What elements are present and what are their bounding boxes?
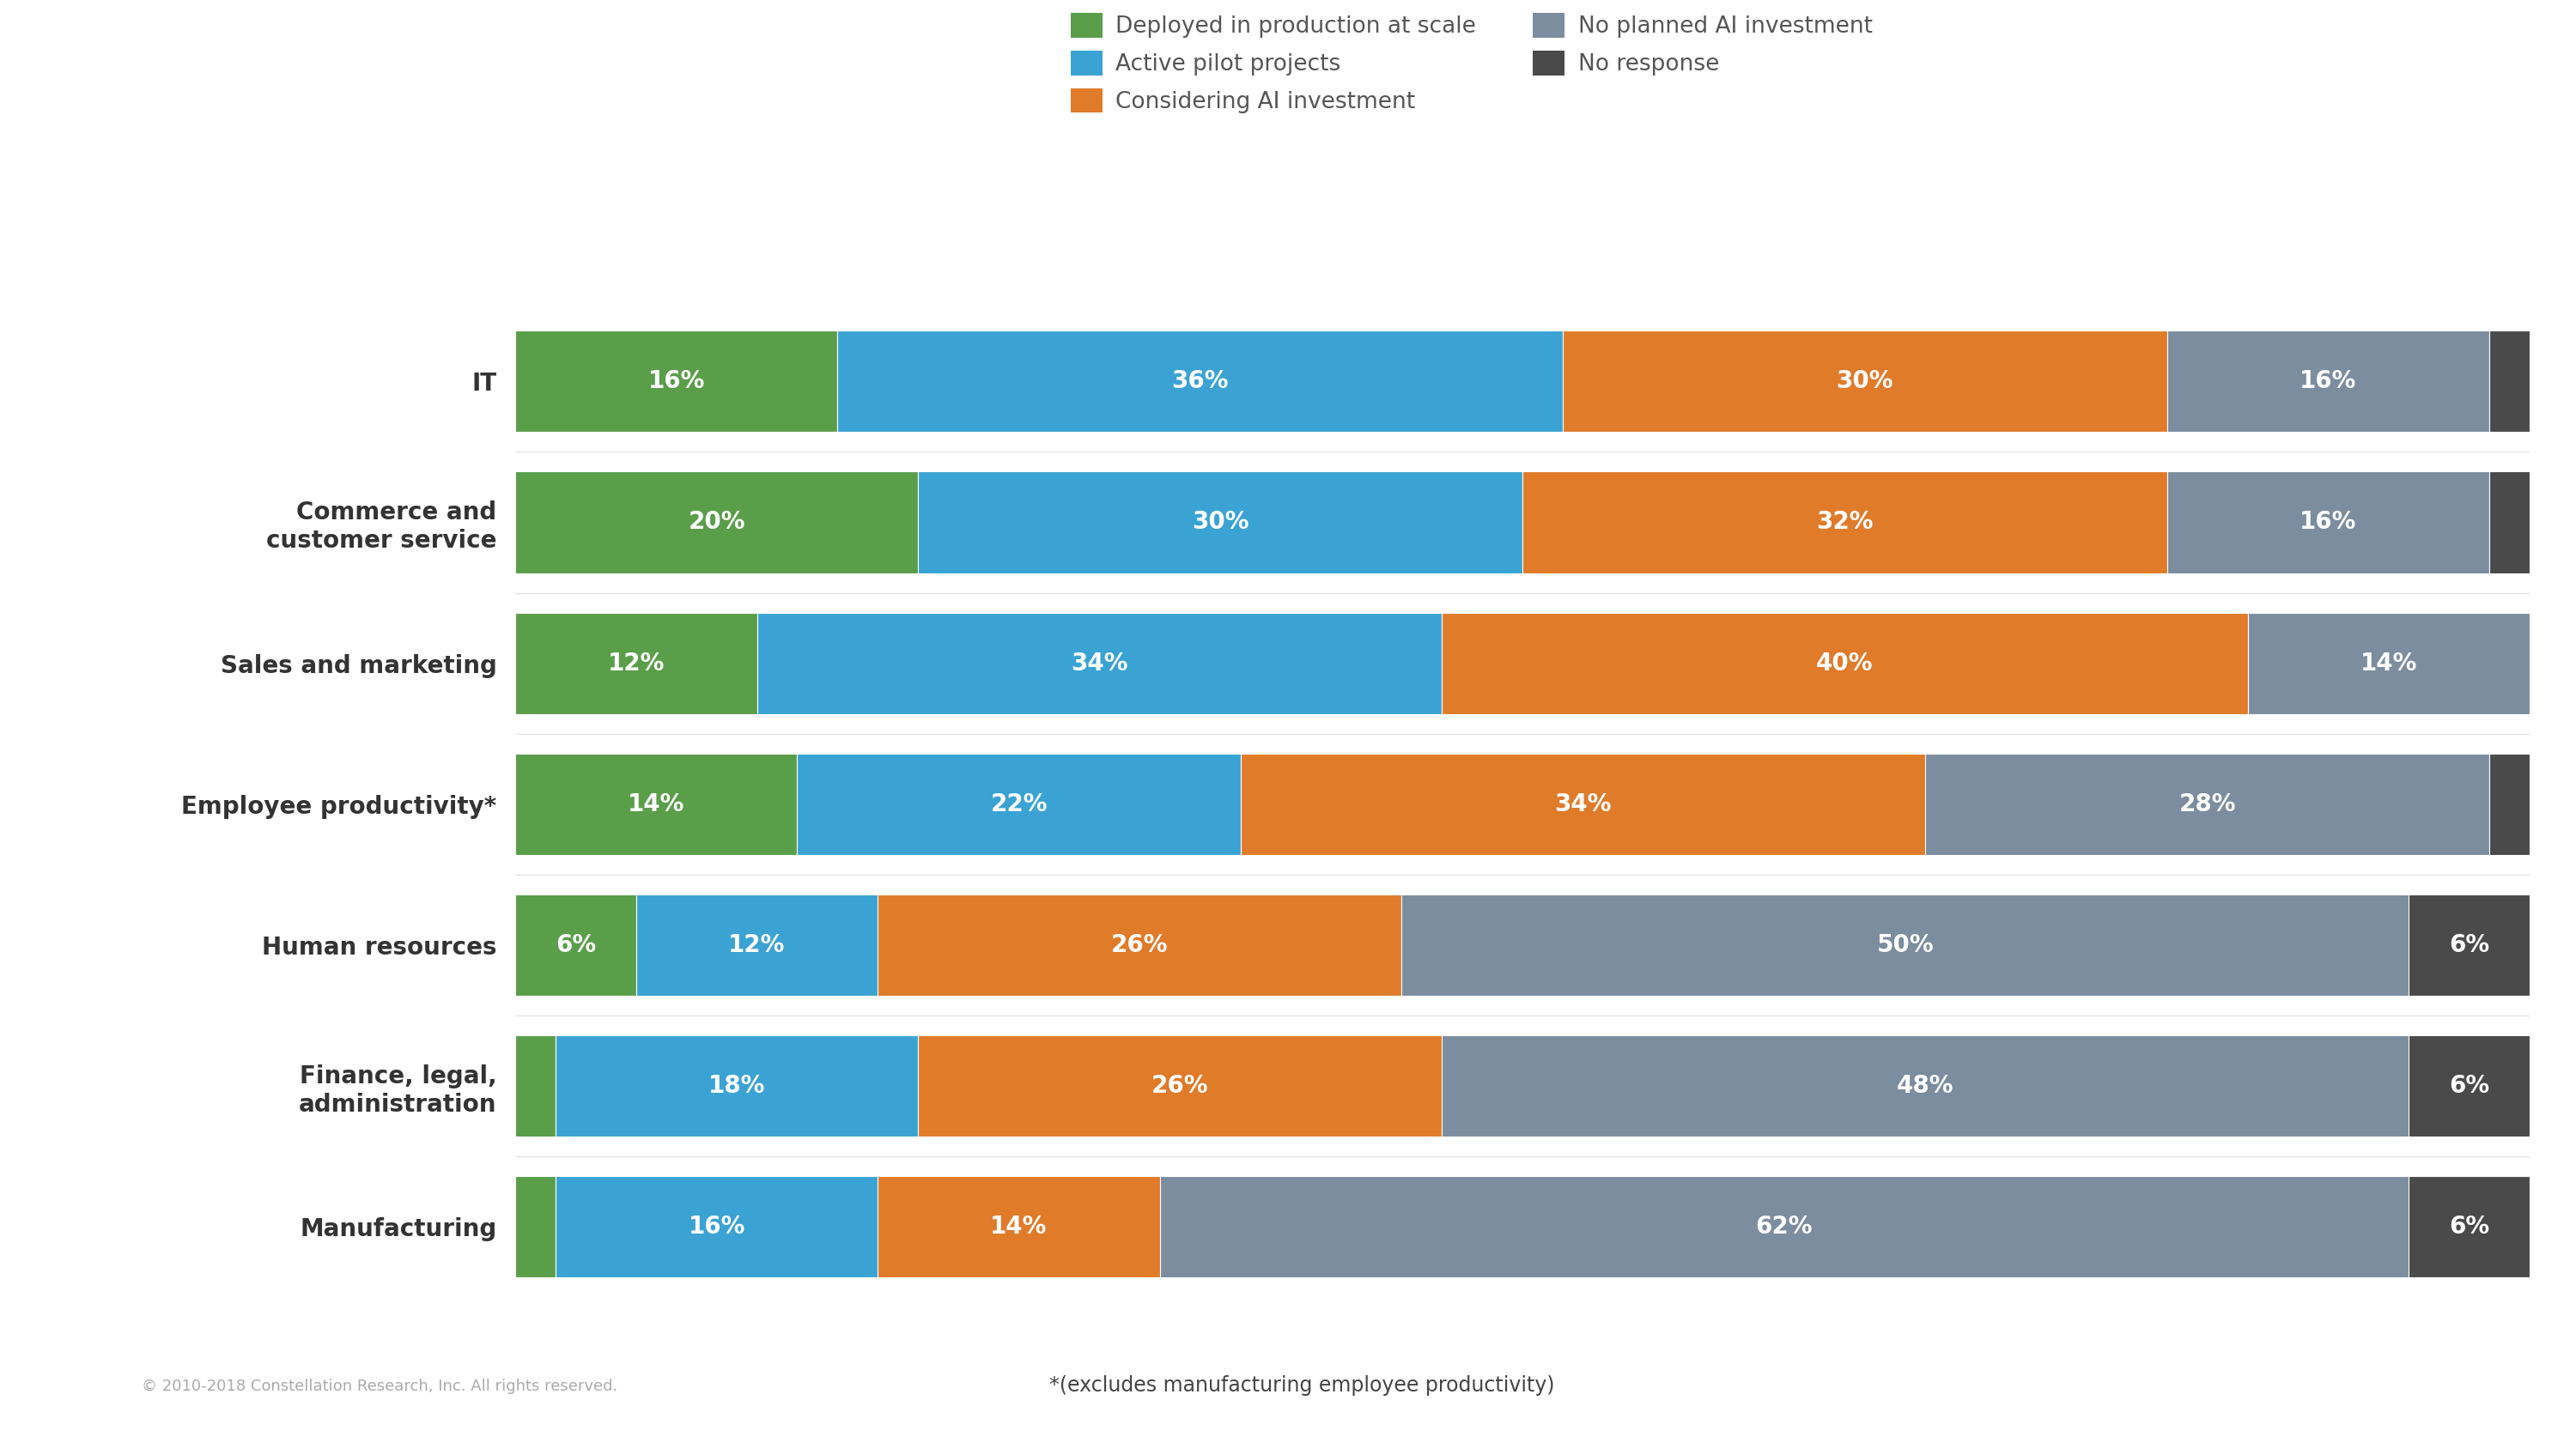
Text: 12%: 12%	[729, 933, 786, 958]
Bar	[2409, 1036, 2530, 1137]
Text: 16%: 16%	[688, 1214, 744, 1239]
Text: 6%: 6%	[556, 933, 595, 958]
Text: 16%: 16%	[2300, 510, 2357, 535]
Text: 22%: 22%	[989, 793, 1048, 816]
Bar	[917, 1036, 1443, 1137]
Bar	[2166, 471, 2488, 572]
Bar	[917, 471, 1522, 572]
Bar	[1522, 471, 2166, 572]
Bar	[515, 894, 636, 995]
Bar	[1443, 613, 2249, 714]
Text: 6%: 6%	[2450, 1074, 2488, 1098]
Text: 30%: 30%	[1837, 369, 1893, 394]
Text: 26%: 26%	[1110, 933, 1170, 958]
Text: 6%: 6%	[2450, 933, 2488, 958]
Bar	[1443, 1036, 2409, 1137]
Bar	[757, 613, 1443, 714]
Text: 16%: 16%	[2300, 369, 2357, 394]
Text: 14%: 14%	[989, 1214, 1048, 1239]
Text: 50%: 50%	[1875, 933, 1935, 958]
Text: 30%: 30%	[1193, 510, 1249, 535]
Bar	[2488, 753, 2530, 855]
Bar	[515, 471, 917, 572]
Text: 48%: 48%	[1896, 1074, 1953, 1098]
Bar	[2166, 330, 2488, 432]
Bar	[636, 894, 878, 995]
Bar	[515, 613, 757, 714]
Text: 6%: 6%	[2450, 1214, 2488, 1239]
Bar	[2488, 330, 2530, 432]
Bar	[515, 1036, 556, 1137]
Text: © 2010-2018 Constellation Research, Inc. All rights reserved.: © 2010-2018 Constellation Research, Inc.…	[142, 1378, 618, 1394]
Text: 62%: 62%	[1757, 1214, 1814, 1239]
Text: 40%: 40%	[1816, 651, 1873, 675]
Bar	[556, 1036, 917, 1137]
Text: 34%: 34%	[1553, 793, 1613, 816]
Text: 36%: 36%	[1172, 369, 1229, 394]
Text: 32%: 32%	[1816, 510, 1873, 535]
Text: 20%: 20%	[688, 510, 744, 535]
Legend: Deployed in production at scale, Active pilot projects, Considering AI investmen: Deployed in production at scale, Active …	[1072, 13, 1873, 113]
Text: 12%: 12%	[608, 651, 665, 675]
Bar	[1159, 1177, 2409, 1278]
Bar	[796, 753, 1242, 855]
Text: 16%: 16%	[647, 369, 706, 394]
Text: 26%: 26%	[1151, 1074, 1208, 1098]
Bar	[2249, 613, 2530, 714]
Text: 14%: 14%	[2360, 651, 2416, 675]
Bar	[1401, 894, 2409, 995]
Bar	[1924, 753, 2488, 855]
Bar	[2409, 1177, 2530, 1278]
Bar	[2488, 471, 2530, 572]
Text: 28%: 28%	[2179, 793, 2236, 816]
Text: 18%: 18%	[708, 1074, 765, 1098]
Bar	[2409, 894, 2530, 995]
Bar	[1564, 330, 2166, 432]
Text: 14%: 14%	[629, 793, 685, 816]
Bar	[515, 330, 837, 432]
Bar	[837, 330, 1564, 432]
Bar	[878, 1177, 1159, 1278]
Text: *(excludes manufacturing employee productivity): *(excludes manufacturing employee produc…	[1048, 1375, 1553, 1395]
Bar	[556, 1177, 878, 1278]
Bar	[515, 753, 796, 855]
Bar	[878, 894, 1401, 995]
Text: 34%: 34%	[1072, 651, 1128, 675]
Bar	[515, 1177, 556, 1278]
Bar	[1242, 753, 1924, 855]
